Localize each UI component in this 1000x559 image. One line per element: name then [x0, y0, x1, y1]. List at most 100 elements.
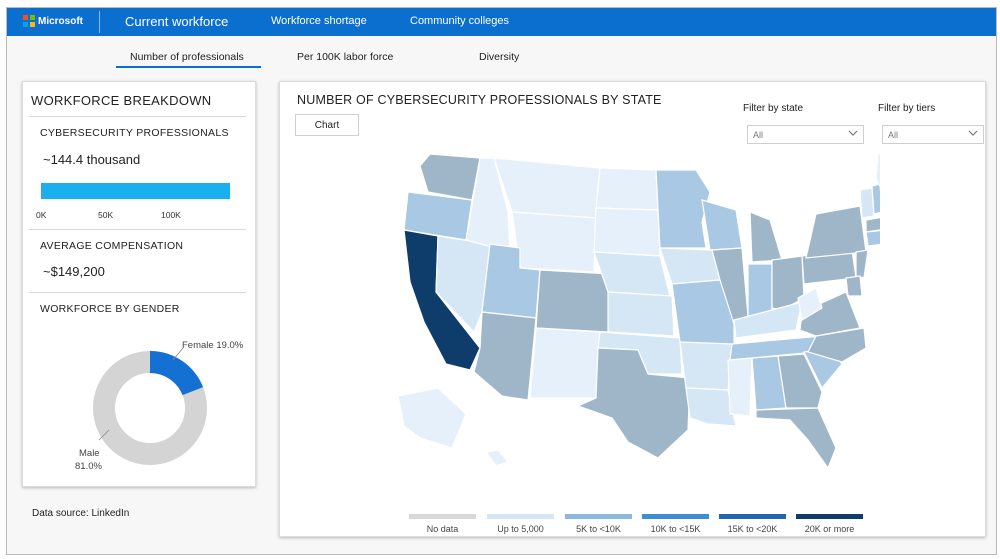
filter-tiers-dropdown[interactable]: All	[882, 125, 984, 144]
state-georgia[interactable]	[777, 353, 823, 409]
state-kentucky[interactable]	[733, 301, 803, 339]
state-north-dakota[interactable]	[595, 167, 659, 211]
state-connecticut[interactable]	[865, 229, 880, 247]
filter-tiers-value: All	[888, 130, 899, 140]
state-florida[interactable]	[755, 407, 837, 470]
bar-tick-0k: 0K	[36, 210, 47, 220]
legend-item-15k-20k: 15K to <20K	[719, 514, 786, 534]
state-kansas[interactable]	[607, 291, 675, 337]
legend-item-5k-10k: 5K to <10K	[565, 514, 632, 534]
state-iowa[interactable]	[659, 247, 721, 285]
state-wyoming[interactable]	[511, 211, 597, 273]
state-vermont[interactable]	[859, 187, 875, 219]
bar-tick-100k: 100K	[161, 210, 181, 220]
chevron-down-icon	[848, 130, 858, 136]
male-percent-label: 81.0%	[75, 461, 102, 472]
microsoft-logo[interactable]: Microsoft	[23, 15, 83, 27]
professionals-bar-fill	[41, 183, 230, 199]
state-mississippi[interactable]	[727, 357, 753, 417]
legend-label: 5K to <10K	[576, 524, 621, 534]
chart-button[interactable]: Chart	[295, 114, 359, 136]
divider	[29, 292, 246, 293]
filter-state-label: Filter by state	[743, 103, 804, 114]
state-minnesota[interactable]	[655, 169, 711, 249]
legend-swatch	[796, 514, 863, 519]
map-panel: NUMBER OF CYBERSECURITY PROFESSIONALS BY…	[279, 81, 986, 537]
state-wisconsin[interactable]	[701, 199, 743, 251]
state-colorado[interactable]	[535, 269, 613, 333]
workforce-breakdown-panel: WORKFORCE BREAKDOWN CYBERSECURITY PROFES…	[22, 81, 256, 487]
state-alaska[interactable]	[397, 387, 467, 449]
filter-tiers-label: Filter by tiers	[878, 103, 936, 114]
state-maine[interactable]	[875, 152, 880, 192]
professionals-title: CYBERSECURITY PROFESSIONALS	[40, 127, 229, 139]
legend-swatch	[565, 514, 632, 519]
state-new-mexico[interactable]	[529, 327, 601, 399]
compensation-value: ~$149,200	[43, 264, 105, 279]
tab-diversity[interactable]: Diversity	[479, 51, 520, 63]
legend-label: Up to 5,000	[497, 524, 544, 534]
top-navigation-bar: Microsoft Current workforce Workforce sh…	[7, 8, 996, 36]
professionals-value: ~144.4 thousand	[43, 152, 141, 167]
map-title: NUMBER OF CYBERSECURITY PROFESSIONALS BY…	[297, 93, 662, 107]
app-window: Microsoft Current workforce Workforce sh…	[6, 7, 997, 555]
state-hawaii[interactable]	[484, 449, 510, 467]
legend-label: 15K to <20K	[727, 524, 778, 534]
gender-donut-chart	[93, 347, 207, 465]
female-label: Female 19.0%	[182, 340, 244, 351]
filter-state-dropdown[interactable]: All	[747, 125, 864, 144]
data-source-note: Data source: LinkedIn	[32, 508, 130, 519]
legend-label: 10K to <15K	[650, 524, 701, 534]
state-indiana[interactable]	[747, 263, 773, 317]
legend-item-20k-or-more: 20K or more	[796, 514, 863, 534]
state-arizona[interactable]	[473, 311, 537, 401]
state-michigan[interactable]	[749, 211, 783, 263]
state-massachusetts[interactable]	[865, 216, 880, 233]
state-south-dakota[interactable]	[593, 207, 661, 257]
active-tab-underline	[116, 66, 261, 68]
legend-label: No data	[426, 524, 459, 534]
microsoft-logo-icon	[23, 15, 35, 27]
legend-item-up-to-5000: Up to 5,000	[487, 514, 554, 534]
state-new-hampshire[interactable]	[871, 183, 880, 215]
state-texas[interactable]	[576, 347, 691, 459]
tab-number-of-professionals[interactable]: Number of professionals	[130, 51, 244, 63]
state-arkansas[interactable]	[679, 341, 733, 391]
state-missouri[interactable]	[671, 279, 735, 349]
filter-state-value: All	[753, 130, 764, 140]
state-idaho[interactable]	[465, 157, 511, 253]
state-west-virginia[interactable]	[797, 287, 823, 321]
state-maryland[interactable]	[845, 275, 863, 297]
nav-community-colleges[interactable]: Community colleges	[410, 15, 510, 27]
logo-text: Microsoft	[38, 15, 83, 27]
nav-separator	[99, 11, 100, 33]
legend-item-10k-15k: 10K to <15K	[642, 514, 709, 534]
nav-current-workforce[interactable]: Current workforce	[125, 14, 229, 29]
chevron-down-icon	[968, 130, 978, 136]
state-washington[interactable]	[419, 153, 481, 201]
legend-swatch	[487, 514, 554, 519]
legend-label: 20K or more	[804, 524, 855, 534]
state-new-jersey[interactable]	[855, 249, 869, 279]
panel-title: WORKFORCE BREAKDOWN	[31, 93, 212, 108]
male-label: Male	[79, 448, 100, 459]
compensation-title: AVERAGE COMPENSATION	[40, 240, 184, 252]
female-segment[interactable]	[93, 351, 207, 465]
state-montana[interactable]	[493, 157, 601, 219]
nav-workforce-shortage[interactable]: Workforce shortage	[271, 15, 367, 27]
legend-item-no-data: No data	[409, 514, 476, 534]
us-state-map[interactable]	[390, 152, 880, 472]
legend-swatch	[642, 514, 709, 519]
state-new-york[interactable]	[805, 205, 867, 259]
male-leader-line	[98, 429, 110, 441]
state-louisiana[interactable]	[685, 387, 737, 427]
state-virginia[interactable]	[799, 291, 861, 337]
female-leader-line	[172, 347, 184, 361]
tab-per-100k-labor-force[interactable]: Per 100K labor force	[297, 51, 394, 63]
legend-swatch	[719, 514, 786, 519]
divider	[29, 116, 246, 117]
professionals-bar	[41, 183, 230, 199]
bar-tick-50k: 50K	[98, 210, 114, 220]
gender-title: WORKFORCE BY GENDER	[40, 303, 180, 315]
divider	[29, 229, 246, 230]
